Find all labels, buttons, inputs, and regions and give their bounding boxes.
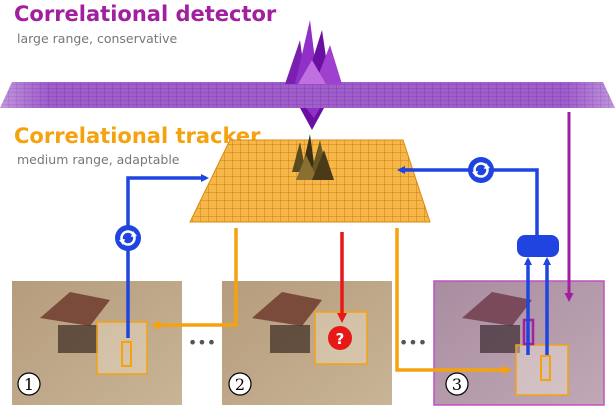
ellipsis-2: ••• bbox=[399, 333, 427, 352]
ellipsis-1: ••• bbox=[188, 333, 216, 352]
frame-1-shelter bbox=[40, 292, 110, 326]
frame-2-shelter bbox=[252, 292, 322, 326]
tracker-update-arrow bbox=[397, 166, 551, 355]
frame-1-target-box bbox=[121, 341, 132, 367]
detector-response-surface bbox=[0, 20, 615, 130]
tracker-output-arrows bbox=[151, 228, 512, 375]
tracker-init-arrow bbox=[126, 174, 209, 338]
frame-3-shelter bbox=[462, 292, 532, 326]
tracker-response-surface bbox=[189, 134, 431, 223]
failure-marker: ? bbox=[336, 330, 345, 348]
frame-2-label: 2 bbox=[235, 375, 245, 394]
frame-1: 1 bbox=[12, 281, 182, 405]
combiner-icon bbox=[517, 235, 559, 257]
frame-3: 3 bbox=[433, 280, 605, 406]
update-cycle-icon bbox=[115, 225, 141, 251]
update-cycle-icon bbox=[468, 157, 494, 183]
question-mark-icon bbox=[328, 326, 352, 350]
detector-peak bbox=[285, 20, 342, 130]
frame-3-label: 3 bbox=[452, 375, 462, 394]
detector-title: Correlational detector bbox=[14, 2, 277, 26]
tracker-title: Correlational tracker bbox=[14, 124, 261, 148]
frame-1-label: 1 bbox=[24, 375, 34, 394]
frame-2: ? 2 bbox=[222, 281, 392, 405]
detector-subtitle: large range, conservative bbox=[17, 31, 178, 46]
frame-3-target-box bbox=[540, 355, 551, 381]
tracker-peak bbox=[292, 134, 334, 180]
tracker-subtitle: medium range, adaptable bbox=[17, 152, 180, 167]
